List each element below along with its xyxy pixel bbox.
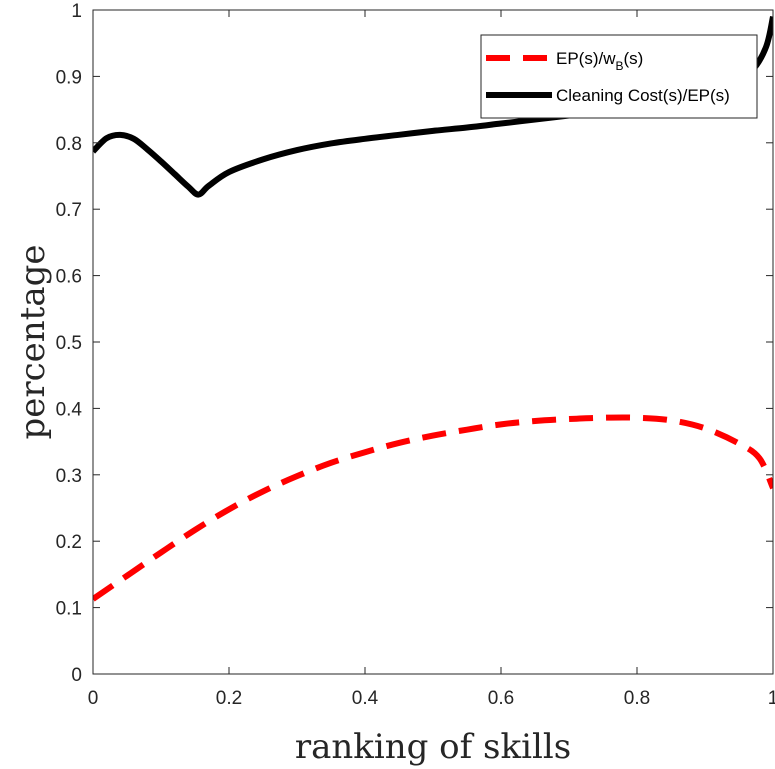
series-line-0	[93, 414, 773, 602]
legend-label-ep-tail: (s)	[624, 49, 644, 68]
y-tick-label: 0.1	[56, 599, 82, 620]
legend-box	[480, 34, 758, 119]
y-tick-label: 1	[71, 1, 82, 22]
y-tick-label: 0.9	[56, 67, 82, 88]
y-tick-label: 0.8	[56, 134, 82, 155]
x-tick-label: 0.6	[488, 688, 514, 709]
legend-label-ep-sub: B	[616, 59, 624, 73]
plot-background	[93, 10, 773, 674]
tick-layer: 0 0.2 0.4 0.6 0.8 1 0 0.1 0.2 0.3 0.4 0.5 0.6 0.7 0.8 0…	[56, 1, 775, 709]
y-tick-label: 0	[71, 665, 82, 686]
x-tick-label: 0.4	[352, 688, 379, 709]
y-axis-title: percentage	[13, 244, 53, 439]
x-axis-title: ranking of skills	[295, 727, 571, 767]
x-tick-label: 0.8	[624, 688, 650, 709]
y-tick-label: 0.5	[56, 333, 82, 354]
x-tick-label: 0.2	[216, 688, 242, 709]
x-tick-label: 0	[88, 688, 99, 709]
y-tick-label: 0.4	[56, 399, 83, 420]
legend-label-cleaning: Cleaning Cost(s)/EP(s)	[556, 86, 730, 105]
y-tick-label: 0.2	[56, 532, 82, 553]
y-tick-label: 0.6	[56, 267, 82, 288]
y-tick-label: 0.7	[56, 200, 82, 221]
y-tick-label: 0.3	[56, 466, 82, 487]
legend-label-ep: EP(s)/wB(s)	[556, 49, 643, 73]
legend-label-ep-main: EP(s)/w	[556, 49, 616, 68]
x-tick-label: 1	[768, 688, 775, 709]
legend: EP(s)/wB(s) Cleaning Cost(s)/EP(s)	[480, 34, 758, 119]
